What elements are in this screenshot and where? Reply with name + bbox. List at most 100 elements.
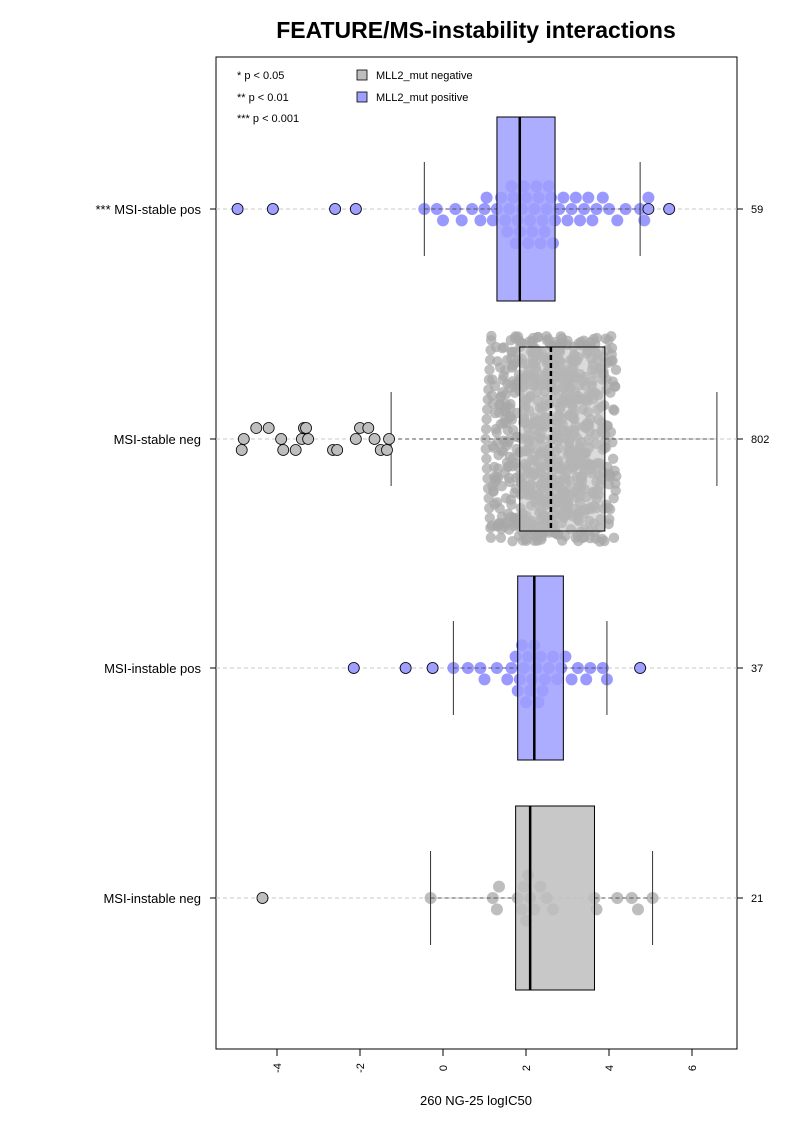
outlier-point [349,433,362,445]
data-point [580,673,593,686]
legend-swatch-negative [356,69,368,81]
data-point [455,214,468,227]
x-tick-label: -2 [355,1063,367,1073]
sig-legend-3: *** p < 0.001 [237,113,299,125]
data-point [505,398,516,410]
data-point [494,503,505,514]
group-labels: *** MSI-stable pos 59 MSI-stable neg 802 MSI… [96,202,770,906]
data-point [474,662,487,674]
data-point [642,191,655,204]
boxplots [390,116,718,991]
outlier-point [237,433,250,445]
x-axis-label: 260 NG-25 logIC50 [420,1093,532,1108]
x-tick-label: 4 [604,1065,616,1071]
data-point [553,203,566,215]
data-point [557,191,570,204]
data-point [604,514,615,525]
group-count: 59 [751,204,763,216]
data-point [430,203,443,215]
data-point [586,214,599,227]
data-point [474,214,487,227]
data-point [496,481,507,492]
data-point [480,423,492,435]
outlier-point [275,433,288,445]
data-point [607,453,619,464]
data-point [632,903,644,916]
data-point [604,504,616,515]
significance-legend: * p < 0.05 ** p < 0.01 *** p < 0.001 [237,70,299,125]
data-point [486,892,499,904]
data-point [521,535,532,546]
legend-swatch-positive [356,91,368,103]
outlier-point [663,203,676,215]
outlier-point [256,892,269,904]
outlier-point [381,444,393,456]
data-point [478,673,491,686]
data-point [603,203,615,215]
x-tick-label: -4 [272,1063,284,1073]
data-point [607,355,618,366]
outlier-point [347,662,360,674]
group-count: 37 [751,663,763,675]
box [515,805,595,991]
data-point [574,214,586,227]
data-point [532,332,544,343]
data-point [590,203,603,215]
data-point [481,414,492,425]
box [496,116,556,302]
outlier-point [329,203,342,215]
outlier-point [289,444,302,456]
data-point [638,214,651,227]
outlier-point [349,203,362,215]
outlier-point [642,203,655,215]
data-point [596,662,609,674]
legend-label-positive: MLL2_mut positive [376,92,468,104]
data-point [582,191,595,204]
outlier-point [302,433,315,445]
data-point [480,191,493,204]
data-point [498,342,510,353]
data-point [486,390,498,401]
data-point [491,427,502,438]
x-tick-label: 2 [521,1065,533,1071]
group-label: MSI-instable pos [104,661,201,676]
data-point [605,426,617,438]
data-point [488,486,499,497]
outlier-point [266,203,279,215]
data-point [584,662,597,674]
data-point [501,673,514,686]
x-axis: -4 -2 0 2 4 6 [272,1048,699,1073]
data-point [609,405,620,416]
outlier-point [231,203,244,215]
data-point [478,203,491,215]
chart-title: FEATURE/MS-instability interactions [276,17,676,43]
data-point [490,903,503,916]
data-point [606,331,617,342]
data-points [231,180,676,927]
group-label: MSI-stable neg [114,432,201,447]
data-point [611,214,624,227]
data-point [486,330,497,342]
outlier-point [235,444,248,456]
outlier-point [426,662,439,674]
data-point [495,532,507,543]
outlier-points [231,203,676,904]
box [519,346,606,532]
data-point [610,381,621,392]
data-point [591,332,603,344]
sig-legend-2: ** p < 0.01 [237,92,289,104]
outlier-point [634,662,647,674]
data-point [485,532,497,543]
outlier-point [250,422,263,434]
group-label: MSI-instable neg [103,891,201,906]
data-point [466,203,479,215]
data-point [596,191,609,204]
grid-lines [216,208,737,899]
data-point [610,485,621,496]
outlier-point [277,444,290,456]
group-count: 21 [751,893,763,905]
data-point [606,342,618,354]
x-tick-label: 0 [438,1065,450,1071]
color-legend: MLL2_mut negative MLL2_mut positive [356,69,473,104]
